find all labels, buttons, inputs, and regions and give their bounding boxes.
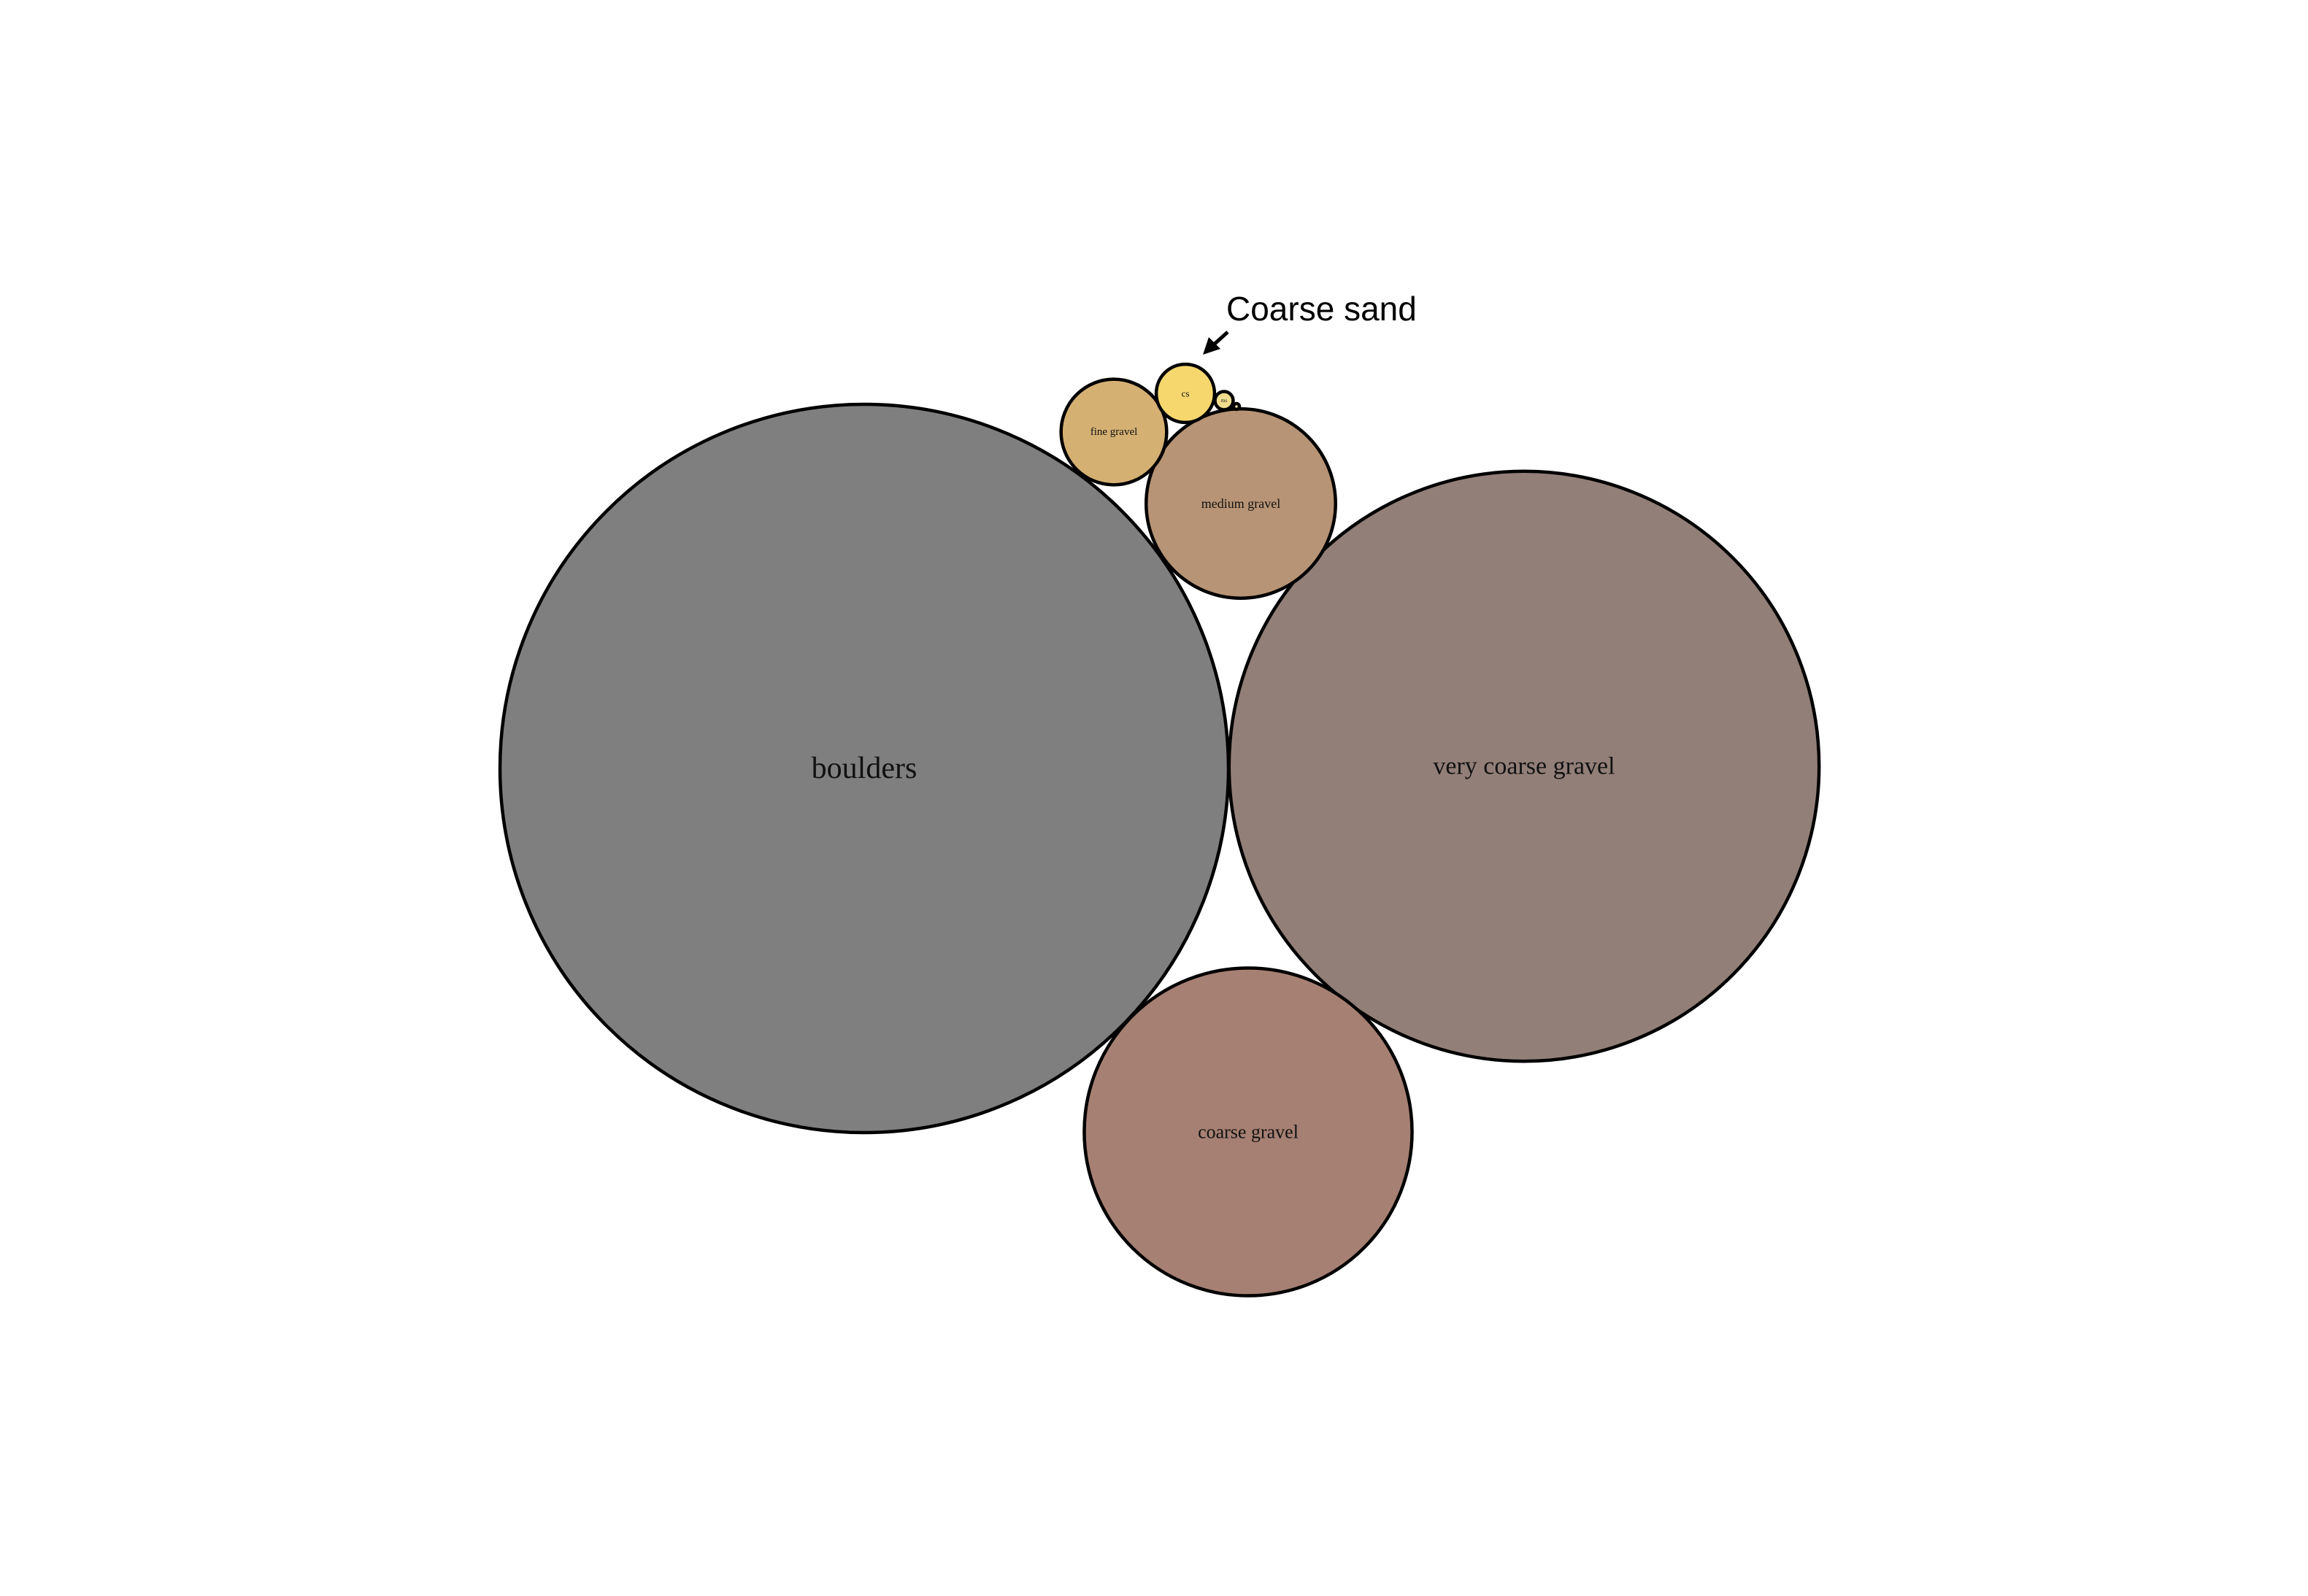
annotation-group: Coarse sand — [1203, 290, 1417, 355]
bubble-coarse-sand — [1154, 362, 1217, 425]
bubble-medium-gravel — [1145, 407, 1337, 600]
bubble-medium-sand — [1213, 390, 1235, 412]
bubble-label-medium-gravel: medium gravel — [1201, 496, 1280, 511]
bubble-label-medium-sand: ms — [1221, 398, 1227, 404]
bubble-label-boulders: boulders — [812, 752, 918, 785]
bubble-very-coarse-gravel — [1227, 469, 1821, 1063]
bubble-fine-gravel — [1059, 377, 1169, 487]
bubble-layer: boulders very coarse gravel coarse gravel m… — [498, 362, 1821, 1298]
bubble-label-very-coarse-gravel: very coarse gravel — [1433, 753, 1615, 780]
bubble-label-coarse-sand: cs — [1182, 388, 1190, 399]
annotation-label: Coarse sand — [1226, 290, 1417, 328]
annotation-arrow-shaft — [1212, 331, 1229, 347]
annotation-arrow-head — [1203, 337, 1220, 355]
bubble-coarse-gravel — [1082, 966, 1414, 1298]
bubble-label-fine-gravel: fine gravel — [1090, 426, 1138, 438]
bubble-fine-sand — [1231, 401, 1242, 412]
bubble-label-coarse-gravel: coarse gravel — [1198, 1122, 1299, 1143]
